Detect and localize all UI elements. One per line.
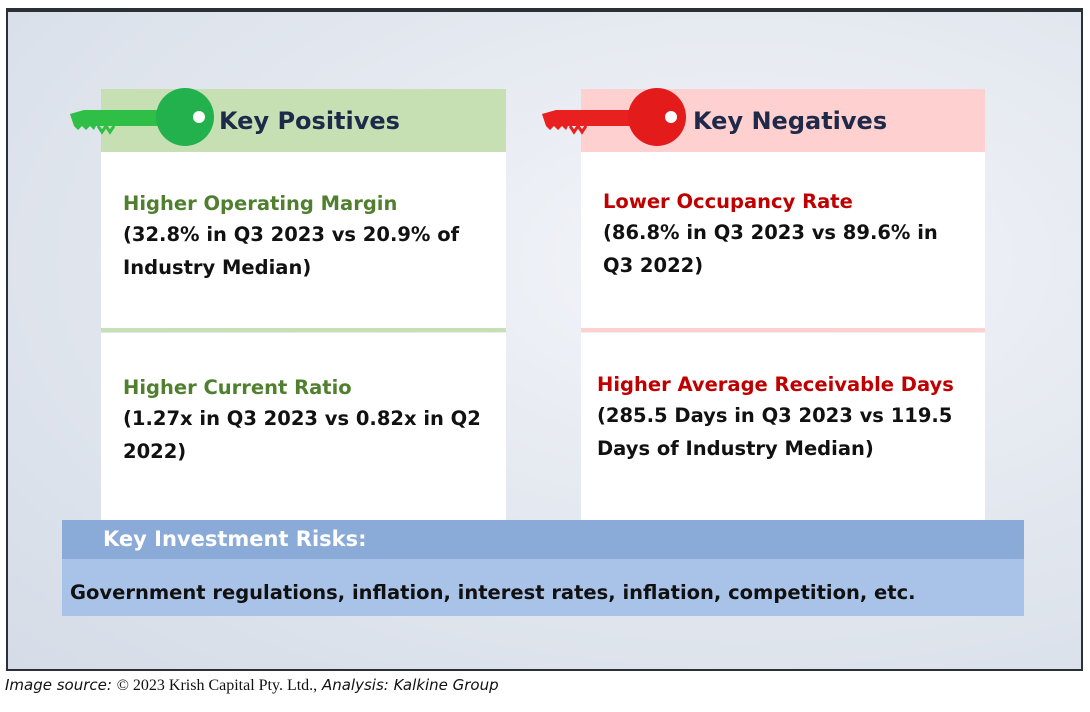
negative-card-occupancy-rate: Lower Occupancy Rate (86.8% in Q3 2023 v… xyxy=(581,152,985,328)
positive-item-title: Higher Operating Margin xyxy=(123,192,398,215)
investment-risks-header: Key Investment Risks: xyxy=(62,520,1024,559)
positive-item-title: Higher Current Ratio xyxy=(123,376,352,399)
green-key-icon xyxy=(68,86,218,154)
negative-item-body: (86.8% in Q3 2023 vs 89.6% in Q3 2022) xyxy=(603,221,938,277)
key-negatives-title: Key Negatives xyxy=(693,106,888,135)
source-analysis: Analysis: Kalkine Group xyxy=(321,676,499,694)
negative-item-title: Lower Occupancy Rate xyxy=(603,190,853,213)
image-source-caption: Image source: © 2023 Krish Capital Pty. … xyxy=(5,676,499,695)
investment-risks-body: Government regulations, inflation, inter… xyxy=(62,559,1024,616)
positive-item-body: (1.27x in Q3 2023 vs 0.82x in Q2 2022) xyxy=(123,407,481,463)
negatives-divider xyxy=(581,328,985,332)
source-holder: © 2023 Krish Capital Pty. Ltd., xyxy=(116,677,318,694)
red-key-icon xyxy=(540,86,690,154)
positives-divider xyxy=(101,328,506,332)
positive-card-current-ratio: Higher Current Ratio (1.27x in Q3 2023 v… xyxy=(101,333,506,520)
negative-item-body: (285.5 Days in Q3 2023 vs 119.5 Days of … xyxy=(597,404,953,460)
positive-item-body: (32.8% in Q3 2023 vs 20.9% of Industry M… xyxy=(123,223,460,279)
negative-card-receivable-days: Higher Average Receivable Days (285.5 Da… xyxy=(581,333,985,520)
positive-card-operating-margin: Higher Operating Margin (32.8% in Q3 202… xyxy=(101,152,506,328)
key-positives-title: Key Positives xyxy=(219,106,400,135)
source-label: Image source: xyxy=(5,676,112,694)
negative-item-title: Higher Average Receivable Days xyxy=(597,373,954,396)
